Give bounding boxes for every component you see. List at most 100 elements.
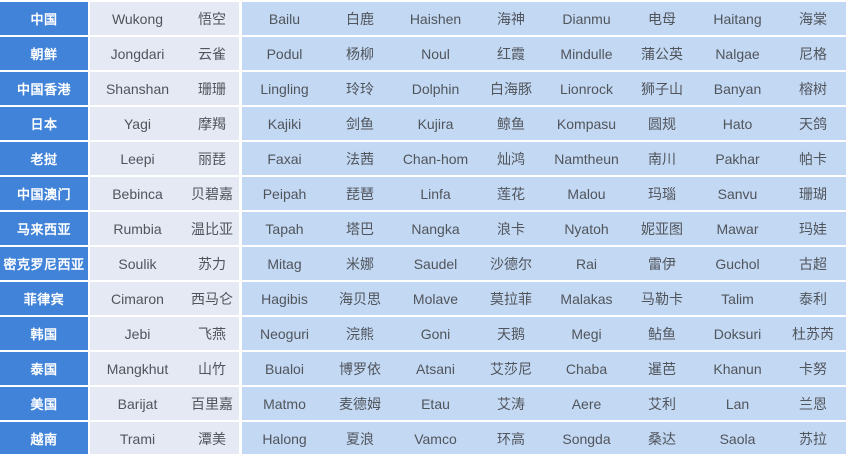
typhoon-name-en-cell: Jebi bbox=[90, 317, 185, 350]
table-row: 日本 Yagi 摩羯 Kajiki 剑鱼 Kujira 鲸鱼 Kompasu 圆… bbox=[0, 107, 846, 140]
table-row: 密克罗尼西亚 Soulik 苏力 Mitag 米娜 Saudel 沙德尔 Rai… bbox=[0, 247, 846, 280]
typhoon-name-en-cell: Banyan bbox=[695, 72, 780, 105]
region-cell: 中国澳门 bbox=[0, 177, 90, 210]
typhoon-name-cn-cell: 山竹 bbox=[185, 352, 242, 385]
typhoon-name-cn-cell: 丽琵 bbox=[185, 142, 242, 175]
table-row: 泰国 Mangkhut 山竹 Bualoi 博罗依 Atsani 艾莎尼 Cha… bbox=[0, 352, 846, 385]
typhoon-name-en-cell: Guchol bbox=[695, 247, 780, 280]
typhoon-name-en-cell: Talim bbox=[695, 282, 780, 315]
typhoon-name-cn-cell: 红霞 bbox=[478, 37, 544, 70]
typhoon-name-cn-cell: 莫拉菲 bbox=[478, 282, 544, 315]
table-row: 朝鲜 Jongdari 云雀 Podul 杨柳 Noul 红霞 Mindulle… bbox=[0, 37, 846, 70]
region-cell: 韩国 bbox=[0, 317, 90, 350]
region-cell: 密克罗尼西亚 bbox=[0, 247, 90, 280]
typhoon-name-en-cell: Mitag bbox=[242, 247, 327, 280]
region-cell: 马来西亚 bbox=[0, 212, 90, 245]
typhoon-name-cn-cell: 妮亚图 bbox=[629, 212, 695, 245]
region-cell: 越南 bbox=[0, 422, 90, 454]
typhoon-name-cn-cell: 狮子山 bbox=[629, 72, 695, 105]
typhoon-name-cn-cell: 百里嘉 bbox=[185, 387, 242, 420]
typhoon-name-en-cell: Matmo bbox=[242, 387, 327, 420]
typhoon-name-en-cell: Malakas bbox=[544, 282, 629, 315]
typhoon-name-en-cell: Jongdari bbox=[90, 37, 185, 70]
typhoon-name-cn-cell: 白鹿 bbox=[327, 2, 393, 35]
typhoon-name-en-cell: Haishen bbox=[393, 2, 478, 35]
typhoon-name-en-cell: Cimaron bbox=[90, 282, 185, 315]
typhoon-name-en-cell: Mawar bbox=[695, 212, 780, 245]
typhoon-name-cn-cell: 艾涛 bbox=[478, 387, 544, 420]
typhoon-name-cn-cell: 电母 bbox=[629, 2, 695, 35]
region-cell: 中国香港 bbox=[0, 72, 90, 105]
typhoon-name-cn-cell: 圆规 bbox=[629, 107, 695, 140]
typhoon-name-cn-cell: 摩羯 bbox=[185, 107, 242, 140]
typhoon-name-cn-cell: 西马仑 bbox=[185, 282, 242, 315]
typhoon-name-en-cell: Faxai bbox=[242, 142, 327, 175]
typhoon-name-en-cell: Hato bbox=[695, 107, 780, 140]
typhoon-name-en-cell: Rumbia bbox=[90, 212, 185, 245]
typhoon-name-en-cell: Peipah bbox=[242, 177, 327, 210]
typhoon-name-en-cell: Barijat bbox=[90, 387, 185, 420]
typhoon-name-en-cell: Lingling bbox=[242, 72, 327, 105]
typhoon-name-en-cell: Dolphin bbox=[393, 72, 478, 105]
typhoon-name-en-cell: Chaba bbox=[544, 352, 629, 385]
typhoon-name-cn-cell: 贝碧嘉 bbox=[185, 177, 242, 210]
typhoon-name-cn-cell: 蒲公英 bbox=[629, 37, 695, 70]
typhoon-name-en-cell: Khanun bbox=[695, 352, 780, 385]
typhoon-name-cn-cell: 马勒卡 bbox=[629, 282, 695, 315]
typhoon-name-en-cell: Doksuri bbox=[695, 317, 780, 350]
typhoon-name-cn-cell: 暹芭 bbox=[629, 352, 695, 385]
typhoon-name-en-cell: Songda bbox=[544, 422, 629, 454]
region-cell: 泰国 bbox=[0, 352, 90, 385]
region-cell: 中国 bbox=[0, 2, 90, 35]
typhoon-name-cn-cell: 塔巴 bbox=[327, 212, 393, 245]
typhoon-name-cn-cell: 浪卡 bbox=[478, 212, 544, 245]
typhoon-name-en-cell: Leepi bbox=[90, 142, 185, 175]
typhoon-name-cn-cell: 鲇鱼 bbox=[629, 317, 695, 350]
typhoon-name-en-cell: Megi bbox=[544, 317, 629, 350]
typhoon-name-en-cell: Bualoi bbox=[242, 352, 327, 385]
typhoon-name-en-cell: Rai bbox=[544, 247, 629, 280]
typhoon-name-cn-cell: 玛娃 bbox=[780, 212, 846, 245]
typhoon-name-en-cell: Sanvu bbox=[695, 177, 780, 210]
typhoon-name-en-cell: Aere bbox=[544, 387, 629, 420]
typhoon-name-en-cell: Podul bbox=[242, 37, 327, 70]
typhoon-name-en-cell: Chan-hom bbox=[393, 142, 478, 175]
typhoon-name-en-cell: Mangkhut bbox=[90, 352, 185, 385]
typhoon-name-cn-cell: 米娜 bbox=[327, 247, 393, 280]
typhoon-name-cn-cell: 杜苏芮 bbox=[780, 317, 846, 350]
table-row: 中国 Wukong 悟空 Bailu 白鹿 Haishen 海神 Dianmu … bbox=[0, 2, 846, 35]
typhoon-name-cn-cell: 天鸽 bbox=[780, 107, 846, 140]
typhoon-name-en-cell: Neoguri bbox=[242, 317, 327, 350]
typhoon-name-cn-cell: 玲玲 bbox=[327, 72, 393, 105]
typhoon-name-en-cell: Lionrock bbox=[544, 72, 629, 105]
typhoon-name-en-cell: Saola bbox=[695, 422, 780, 454]
typhoon-name-en-cell: Saudel bbox=[393, 247, 478, 280]
typhoon-name-cn-cell: 雷伊 bbox=[629, 247, 695, 280]
table-row: 老挝 Leepi 丽琵 Faxai 法茜 Chan-hom 灿鸿 Namtheu… bbox=[0, 142, 846, 175]
typhoon-name-cn-cell: 尼格 bbox=[780, 37, 846, 70]
region-cell: 日本 bbox=[0, 107, 90, 140]
typhoon-name-cn-cell: 剑鱼 bbox=[327, 107, 393, 140]
typhoon-name-cn-cell: 苏拉 bbox=[780, 422, 846, 454]
typhoon-name-en-cell: Shanshan bbox=[90, 72, 185, 105]
typhoon-name-en-cell: Kajiki bbox=[242, 107, 327, 140]
typhoon-name-cn-cell: 艾利 bbox=[629, 387, 695, 420]
typhoon-name-cn-cell: 潭美 bbox=[185, 422, 242, 454]
typhoon-name-cn-cell: 兰恩 bbox=[780, 387, 846, 420]
typhoon-name-en-cell: Molave bbox=[393, 282, 478, 315]
typhoon-name-cn-cell: 琵琶 bbox=[327, 177, 393, 210]
typhoon-name-en-cell: Dianmu bbox=[544, 2, 629, 35]
typhoon-name-cn-cell: 悟空 bbox=[185, 2, 242, 35]
typhoon-name-en-cell: Atsani bbox=[393, 352, 478, 385]
typhoon-name-en-cell: Wukong bbox=[90, 2, 185, 35]
typhoon-name-en-cell: Haitang bbox=[695, 2, 780, 35]
table-row: 中国澳门 Bebinca 贝碧嘉 Peipah 琵琶 Linfa 莲花 Malo… bbox=[0, 177, 846, 210]
region-cell: 朝鲜 bbox=[0, 37, 90, 70]
typhoon-name-en-cell: Kompasu bbox=[544, 107, 629, 140]
typhoon-name-cn-cell: 云雀 bbox=[185, 37, 242, 70]
typhoon-name-en-cell: Etau bbox=[393, 387, 478, 420]
typhoon-name-en-cell: Soulik bbox=[90, 247, 185, 280]
typhoon-name-cn-cell: 珊珊 bbox=[185, 72, 242, 105]
typhoon-name-en-cell: Bailu bbox=[242, 2, 327, 35]
